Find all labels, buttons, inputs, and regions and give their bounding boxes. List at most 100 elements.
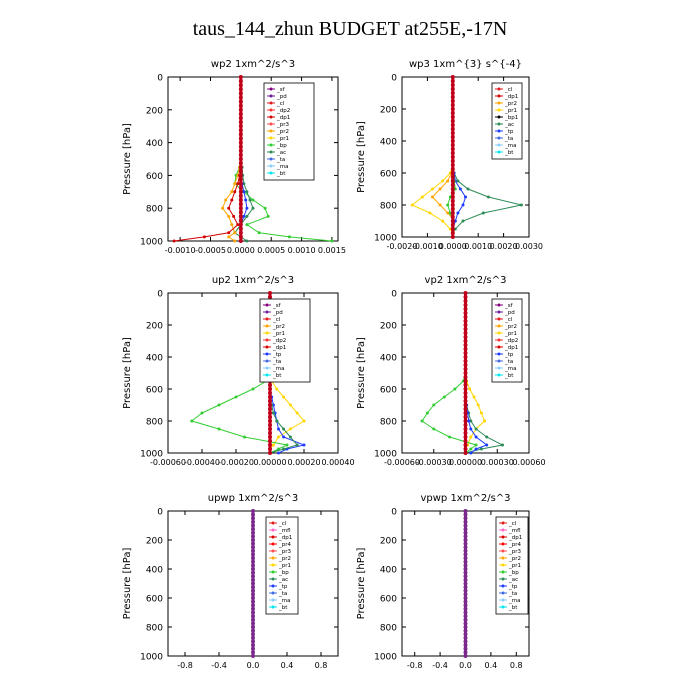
legend-entry: _bp bbox=[276, 143, 287, 149]
legend-marker bbox=[497, 303, 501, 307]
data-point_dp1 bbox=[453, 387, 457, 391]
zero-profile-marker bbox=[450, 111, 455, 115]
legend-entry: _dp1 bbox=[278, 535, 292, 541]
zero-profile-marker bbox=[238, 234, 243, 239]
zero-profile-marker bbox=[450, 79, 455, 83]
legend-entry: _pr3 bbox=[276, 122, 290, 128]
y-tick-label: 800 bbox=[146, 624, 163, 634]
x-tick-label: 0.0 bbox=[247, 661, 260, 670]
zero-profile-marker bbox=[450, 183, 455, 187]
zero-profile-marker bbox=[450, 171, 455, 175]
data-point_dp1 bbox=[230, 198, 234, 202]
legend-entry: _ma bbox=[276, 164, 288, 170]
legend-marker bbox=[497, 94, 501, 98]
legend-marker bbox=[497, 338, 501, 342]
legend-entry: _ac bbox=[276, 150, 286, 156]
zero-profile-marker bbox=[463, 439, 468, 443]
y-tick-label: 400 bbox=[146, 139, 163, 149]
y-tick-label: 400 bbox=[380, 138, 397, 148]
zero-profile-marker bbox=[450, 167, 455, 171]
data-point_dp1 bbox=[233, 190, 237, 194]
zero-profile-marker bbox=[251, 509, 255, 513]
y-tick-label: 1000 bbox=[140, 238, 163, 248]
data-point_ac bbox=[295, 443, 299, 447]
zero-profile-marker bbox=[251, 530, 255, 535]
zero-profile-marker bbox=[450, 175, 455, 179]
legend-marker bbox=[271, 598, 275, 602]
y-tick-label: 1000 bbox=[374, 653, 397, 663]
zero-profile-marker bbox=[463, 435, 468, 439]
data-point_ac bbox=[466, 187, 470, 191]
zero-profile-marker bbox=[238, 214, 243, 219]
data-point_ta bbox=[245, 206, 249, 210]
zero-profile-marker bbox=[251, 545, 255, 550]
zero-profile-marker bbox=[251, 643, 255, 648]
x-tick-label: 0.0000 bbox=[227, 246, 255, 255]
data-point_bp bbox=[251, 198, 255, 202]
zero-profile-marker bbox=[238, 103, 243, 108]
zero-profile-marker bbox=[268, 451, 272, 455]
legend-entry: _mfl bbox=[278, 528, 291, 534]
legend-entry: _sf bbox=[272, 303, 282, 309]
y-tick-label: 1000 bbox=[374, 234, 397, 244]
zero-profile-marker bbox=[463, 509, 468, 513]
legend-marker bbox=[265, 324, 269, 328]
data-point_ac bbox=[282, 447, 286, 451]
legend-marker bbox=[269, 115, 273, 119]
zero-profile-marker bbox=[251, 599, 255, 604]
zero-profile-marker bbox=[268, 439, 272, 443]
legend-marker bbox=[497, 331, 501, 335]
zero-profile-marker bbox=[463, 379, 468, 383]
legend-entry: _bt bbox=[276, 171, 286, 177]
zero-profile-marker bbox=[268, 427, 272, 431]
y-tick-label: 0 bbox=[157, 508, 163, 518]
y-tick-label: 0 bbox=[157, 290, 163, 300]
legend-entry: _pr2 bbox=[508, 556, 521, 562]
x-tick-label: -0.0010 bbox=[412, 242, 443, 251]
zero-profile-marker bbox=[463, 527, 468, 532]
zero-profile-marker bbox=[463, 327, 468, 331]
plot-frame bbox=[401, 76, 530, 238]
legend-marker bbox=[501, 591, 505, 595]
legend-entry: _cl bbox=[272, 317, 281, 323]
data-point_ta bbox=[244, 198, 248, 202]
x-tick-label: 0.8 bbox=[315, 661, 328, 670]
legend-entry: _bt bbox=[508, 605, 518, 611]
data-point_pr2 bbox=[233, 239, 237, 243]
zero-profile-marker bbox=[463, 387, 468, 391]
zero-profile-marker bbox=[450, 95, 455, 99]
zero-profile-marker bbox=[463, 632, 468, 637]
zero-profile-marker bbox=[450, 115, 455, 119]
zero-profile-marker bbox=[463, 307, 468, 311]
data-point_pr1 bbox=[275, 387, 279, 391]
zero-profile-marker bbox=[450, 107, 455, 111]
zero-profile-marker bbox=[238, 99, 243, 104]
legend-marker bbox=[265, 317, 269, 321]
legend-entry: _tp bbox=[508, 584, 518, 590]
panel-title: upwp 1xm^2/s^3 bbox=[208, 493, 298, 504]
zero-profile-marker bbox=[463, 588, 468, 593]
data-point_ta bbox=[242, 214, 246, 218]
legend-entry: _bp bbox=[508, 570, 519, 576]
zero-profile-marker bbox=[238, 193, 243, 198]
zero-profile-marker bbox=[238, 120, 243, 125]
zero-profile-marker bbox=[463, 347, 468, 351]
data-point_ac bbox=[469, 419, 473, 423]
zero-profile-marker bbox=[251, 654, 255, 658]
data-point_dp1 bbox=[190, 419, 194, 423]
x-tick-label: -0.8 bbox=[177, 661, 193, 670]
y-tick-label: 200 bbox=[380, 106, 397, 116]
data-point_dp1 bbox=[202, 235, 206, 239]
data-point_tp bbox=[467, 419, 471, 423]
chart-panel-4: vp2 1xm^2/s^3 Pressure [hPa] 0 200 400 600 800… bbox=[356, 275, 546, 467]
data-point_ac bbox=[245, 239, 249, 243]
data-point_pr1 bbox=[441, 179, 445, 183]
x-tick-label: 0.0010 bbox=[288, 246, 316, 255]
legend-marker bbox=[497, 324, 501, 328]
zero-profile-marker bbox=[463, 403, 468, 407]
zero-profile-marker bbox=[238, 198, 243, 202]
x-tick-label: -0.8 bbox=[407, 661, 423, 670]
data-point_pr2 bbox=[233, 231, 237, 235]
zero-profile-marker bbox=[251, 603, 255, 608]
zero-profile-marker bbox=[450, 123, 455, 127]
